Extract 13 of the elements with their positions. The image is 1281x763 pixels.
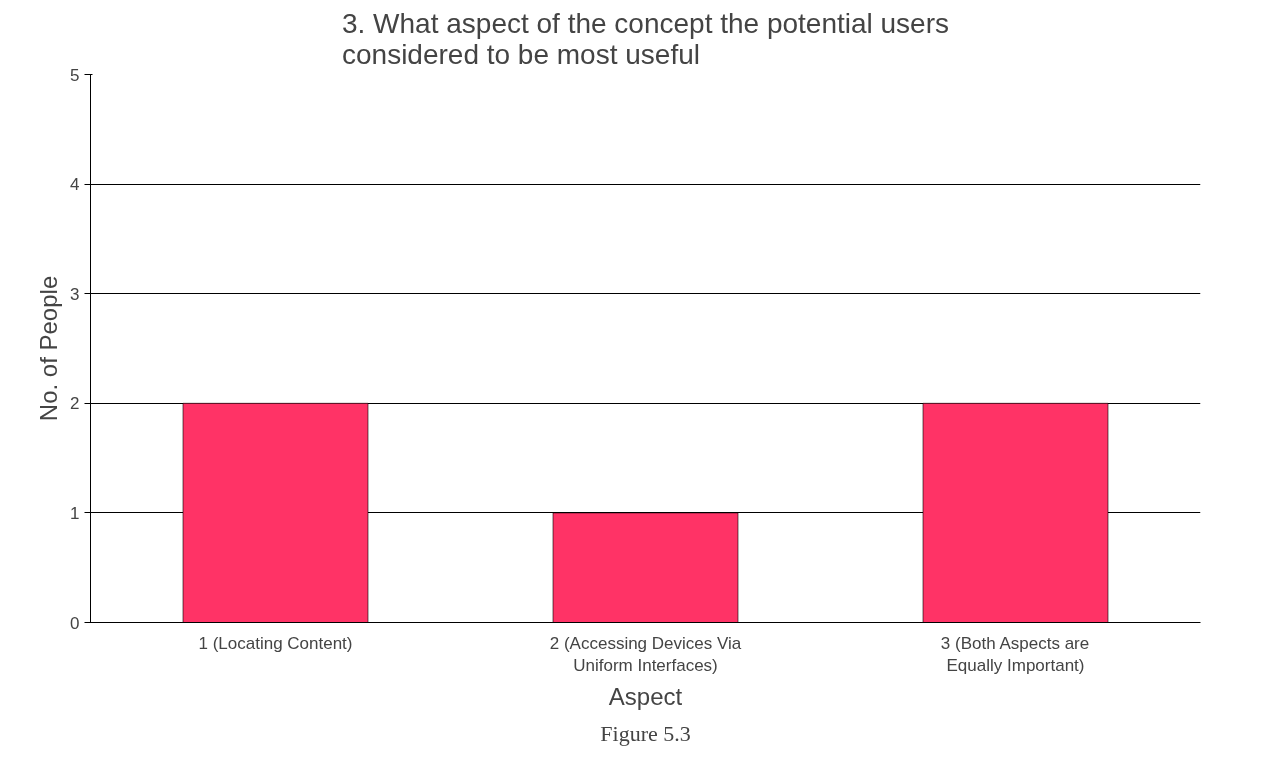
y-tick-label: 1 (70, 503, 80, 523)
x-tick-label: 3 (Both Aspects are Equally Important) (940, 633, 1090, 676)
y-tick-label: 0 (70, 613, 80, 633)
y-tick-label: 2 (70, 394, 80, 414)
x-tick-label: 1 (Locating Content) (198, 633, 353, 653)
y-tick-label: 3 (70, 284, 80, 304)
x-tick-label: 2 (Accessing Devices Via Uniform Interfaces) (549, 633, 742, 676)
caption: Figure 5.3 (600, 720, 691, 746)
y-tick-label: 4 (70, 175, 80, 195)
y-axis-title: No. of People (35, 275, 63, 422)
y-tick-label: 5 (70, 65, 80, 85)
x-axis-title: Aspect (608, 683, 683, 711)
chart-title: 3. What aspect of the concept the potential users considered to be most useful (341, 7, 950, 70)
